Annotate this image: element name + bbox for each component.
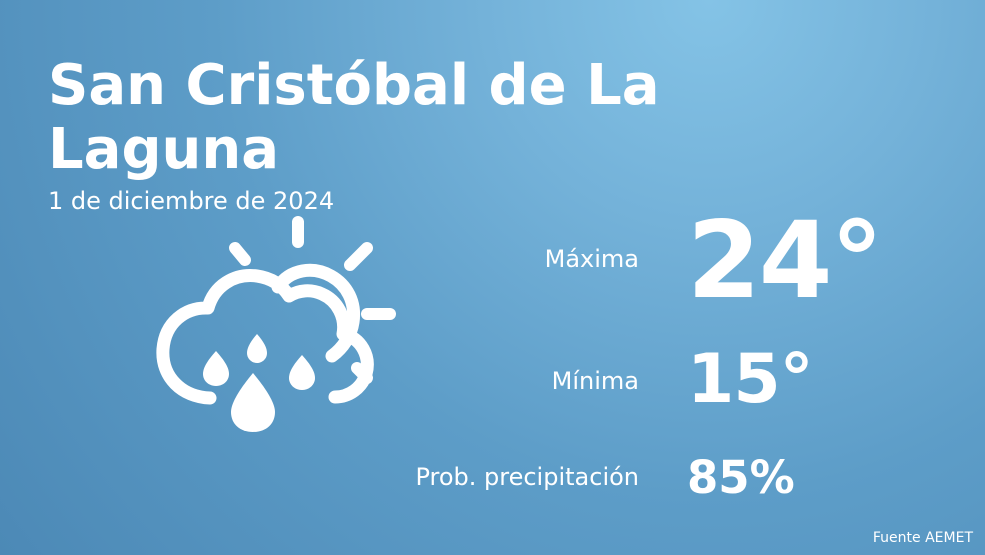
source-credit: Fuente AEMET <box>872 530 973 546</box>
min-temperature-value: 15° <box>687 340 814 419</box>
min-temperature-label: Mínima <box>551 367 639 395</box>
sun-cloud-rain-icon <box>156 216 396 432</box>
precipitation-probability-label: Prob. precipitación <box>415 463 639 491</box>
precipitation-probability-value: 85% <box>687 451 795 504</box>
forecast-date: 1 de diciembre de 2024 <box>48 187 335 215</box>
city-name: San Cristóbal de La Laguna <box>48 53 660 182</box>
max-temperature-value: 24° <box>687 199 884 322</box>
max-temperature-label: Máxima <box>544 245 639 273</box>
